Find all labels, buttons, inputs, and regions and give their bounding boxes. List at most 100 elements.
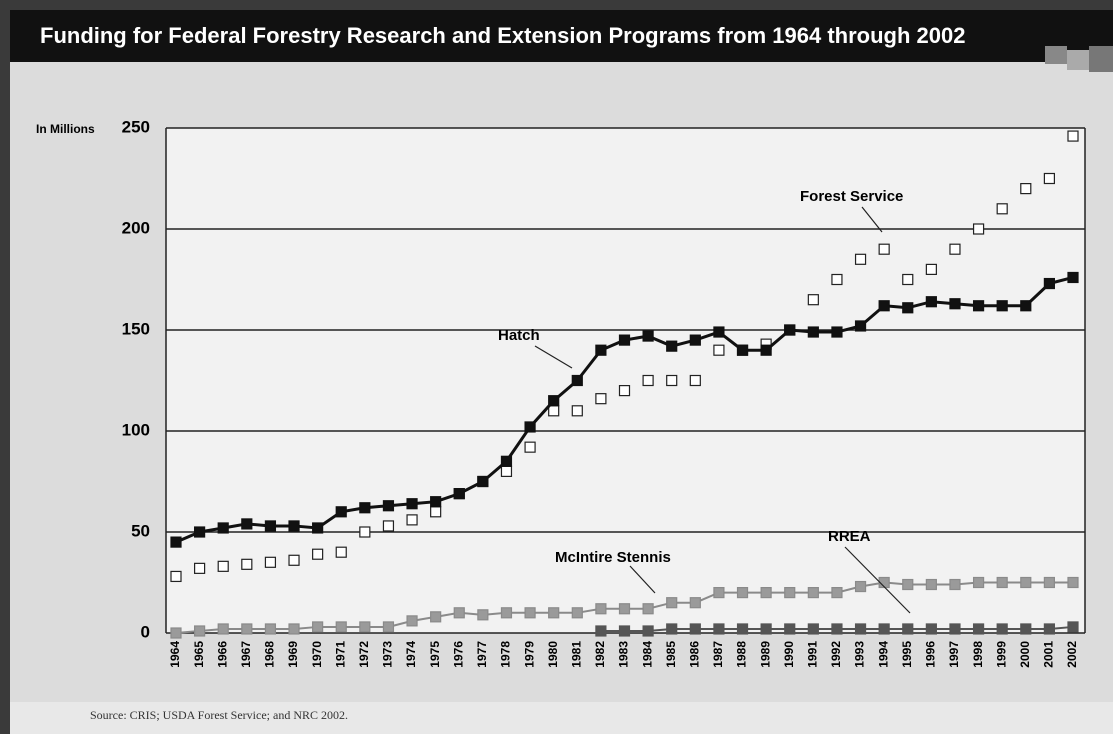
x-tick-label: 1974 (404, 641, 418, 668)
marker (879, 244, 889, 254)
marker (383, 622, 393, 632)
x-tick-label: 1990 (782, 641, 796, 668)
marker (478, 610, 488, 620)
x-tick-label: 1986 (687, 641, 701, 668)
marker (808, 588, 818, 598)
marker (997, 578, 1007, 588)
marker (808, 295, 818, 305)
marker (974, 224, 984, 234)
marker (808, 624, 818, 634)
marker (289, 521, 299, 531)
x-tick-label: 1979 (522, 641, 536, 668)
marker (620, 626, 630, 636)
series-label: Forest Service (800, 188, 903, 205)
marker (218, 624, 228, 634)
chart-title: Funding for Federal Forestry Research an… (40, 23, 965, 48)
marker (572, 376, 582, 386)
marker (903, 580, 913, 590)
marker (501, 466, 511, 476)
source: Source: CRIS; USDA Forest Service; and N… (90, 708, 348, 722)
x-tick-label: 1970 (310, 641, 324, 668)
marker (596, 604, 606, 614)
marker (667, 624, 677, 634)
marker (974, 624, 984, 634)
marker (950, 624, 960, 634)
marker (383, 521, 393, 531)
x-tick-label: 1965 (192, 641, 206, 668)
series-label: RREA (828, 528, 871, 545)
marker (832, 275, 842, 285)
x-tick-label: 1991 (806, 641, 820, 668)
marker (785, 325, 795, 335)
marker (808, 327, 818, 337)
marker (974, 578, 984, 588)
marker (501, 456, 511, 466)
series-label: McIntire Stennis (555, 549, 671, 566)
marker (643, 604, 653, 614)
marker (643, 331, 653, 341)
marker (1044, 624, 1054, 634)
x-tick-label: 1996 (924, 641, 938, 668)
x-tick-label: 1984 (640, 641, 654, 668)
x-tick-label: 1992 (829, 641, 843, 668)
marker (525, 608, 535, 618)
marker (832, 588, 842, 598)
marker (454, 608, 464, 618)
marker (950, 244, 960, 254)
chart: Funding for Federal Forestry Research an… (0, 0, 1113, 734)
marker (265, 521, 275, 531)
marker (383, 501, 393, 511)
marker (1044, 578, 1054, 588)
y-tick-label: 50 (131, 521, 150, 540)
marker (242, 559, 252, 569)
marker (313, 622, 323, 632)
x-tick-label: 1978 (499, 641, 513, 668)
marker (879, 624, 889, 634)
marker (336, 507, 346, 517)
marker (549, 608, 559, 618)
marker (313, 549, 323, 559)
marker (1021, 624, 1031, 634)
marker (738, 345, 748, 355)
marker (478, 477, 488, 487)
x-tick-label: 1971 (333, 641, 347, 668)
marker (714, 345, 724, 355)
marker (549, 396, 559, 406)
y-tick-label: 150 (122, 319, 150, 338)
decor (1045, 46, 1067, 64)
marker (242, 519, 252, 529)
x-tick-label: 1993 (853, 641, 867, 668)
marker (407, 515, 417, 525)
marker (1044, 174, 1054, 184)
x-tick-label: 1981 (569, 641, 583, 668)
marker (761, 624, 771, 634)
marker (549, 406, 559, 416)
marker (950, 299, 960, 309)
marker (997, 204, 1007, 214)
marker (643, 376, 653, 386)
marker (218, 523, 228, 533)
marker (785, 588, 795, 598)
marker (997, 624, 1007, 634)
marker (572, 608, 582, 618)
marker (336, 622, 346, 632)
marker (690, 624, 700, 634)
x-tick-label: 1967 (239, 641, 253, 668)
marker (596, 345, 606, 355)
y-tick-label: 200 (122, 218, 150, 237)
marker (926, 624, 936, 634)
marker (832, 327, 842, 337)
marker (926, 580, 936, 590)
marker (218, 561, 228, 571)
marker (313, 523, 323, 533)
marker (431, 612, 441, 622)
marker (667, 341, 677, 351)
x-tick-label: 1980 (546, 641, 560, 668)
marker (785, 624, 795, 634)
series-label: Hatch (498, 327, 540, 344)
marker (738, 588, 748, 598)
marker (336, 547, 346, 557)
marker (407, 616, 417, 626)
marker (690, 376, 700, 386)
marker (596, 626, 606, 636)
